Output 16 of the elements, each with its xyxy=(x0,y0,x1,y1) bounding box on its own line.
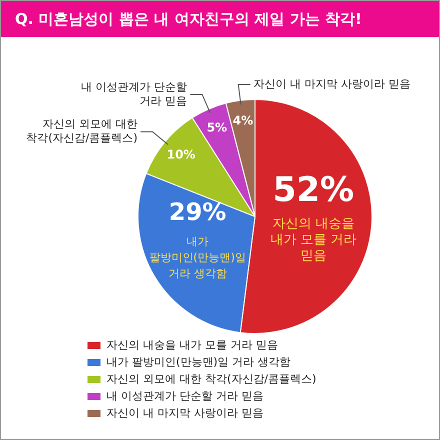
slice-label: 내가 팔방미인(만능맨)일 거라 생각함 xyxy=(149,234,246,280)
slice-label: 자신의 내숭을 내가 모를 거라 믿음 xyxy=(270,216,357,264)
chart-title: Q. 미혼남성이 뽑은 내 여자친구의 제일 가는 착각! xyxy=(1,1,439,37)
data-label: 4% xyxy=(232,113,254,128)
data-label: 10% xyxy=(166,147,196,162)
data-label: 29% xyxy=(168,198,226,226)
data-label: 5% xyxy=(206,120,228,135)
legend-label: 내 이성관계가 단순할 거라 믿음 xyxy=(106,389,264,402)
legend-label: 자신이 내 마지막 사랑이라 믿음 xyxy=(106,406,264,420)
slice-label: 자신이 내 마지막 사랑이라 믿음 xyxy=(253,77,410,90)
slice-label: 내 이성관계가 단순할 거라 믿음 xyxy=(81,80,188,108)
legend-label: 자신의 내숭을 내가 모를 거라 믿음 xyxy=(106,338,278,352)
data-label: 52% xyxy=(272,170,354,210)
legend-label: 자신의 외모에 대한 착각(자신감/콤플렉스) xyxy=(106,372,316,386)
legend-label: 내가 팔방미인(만능맨)일 거라 생각함 xyxy=(106,355,291,368)
slice-label: 자신의 외모에 대한 착각(자신감/콤플렉스) xyxy=(26,118,138,145)
